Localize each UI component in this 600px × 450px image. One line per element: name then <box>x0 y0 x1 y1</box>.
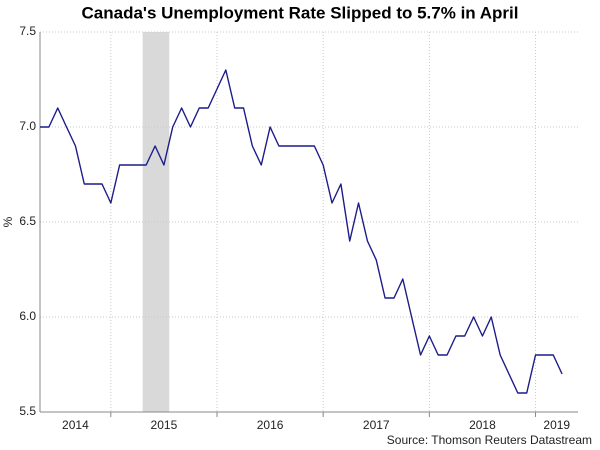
data-line <box>40 69 563 394</box>
source-note: Source: Thomson Reuters Datastream <box>387 433 592 447</box>
y-axis-label: % <box>1 216 15 227</box>
x-tick-label: 2018 <box>469 418 496 432</box>
recession-shading <box>142 32 170 412</box>
x-tick-label: 2019 <box>543 418 570 432</box>
x-tick-label: 2015 <box>151 418 178 432</box>
chart-title: Canada's Unemployment Rate Slipped to 5.… <box>82 3 519 22</box>
x-tick-label: 2017 <box>363 418 390 432</box>
x-tick-label: 2014 <box>62 418 89 432</box>
y-tick-label: 5.5 <box>19 404 36 418</box>
y-tick-label: 7.5 <box>19 24 36 38</box>
x-tick-label: 2016 <box>257 418 284 432</box>
y-tick-label: 7.0 <box>19 119 36 133</box>
y-tick-label: 6.5 <box>19 214 36 228</box>
y-tick-label: 6.0 <box>19 309 36 323</box>
